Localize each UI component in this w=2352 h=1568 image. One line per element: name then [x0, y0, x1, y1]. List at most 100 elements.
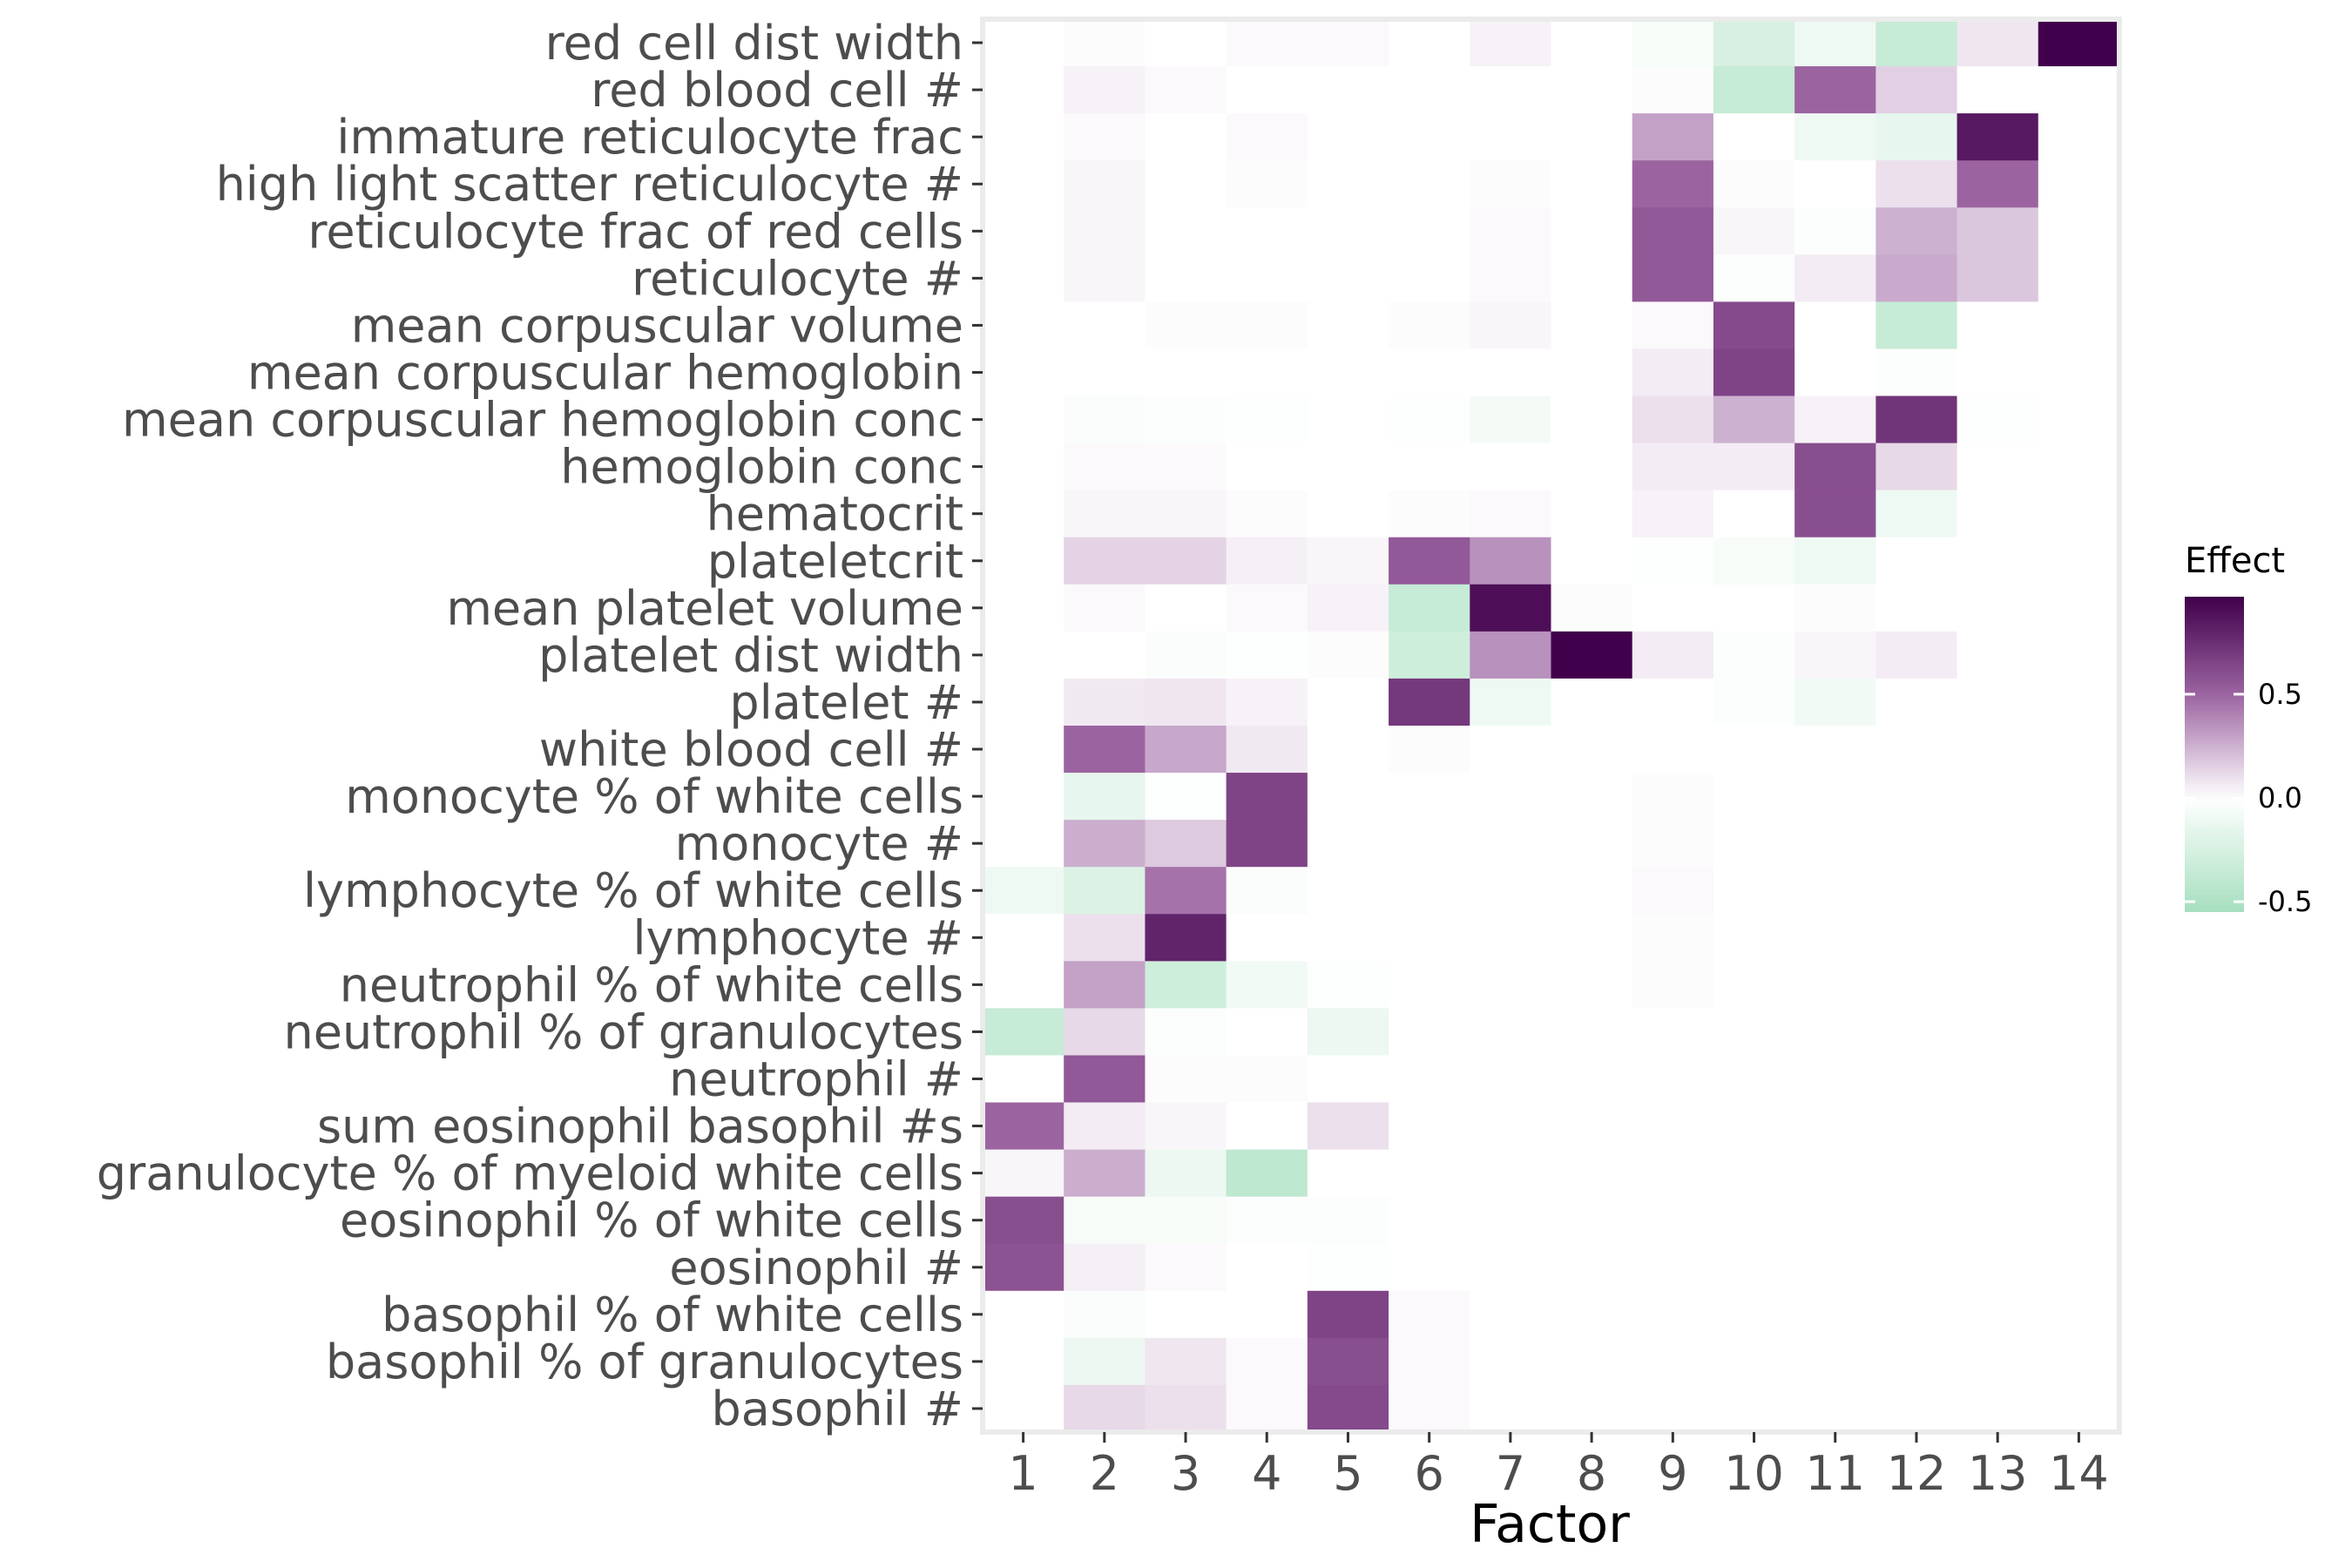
heatmap-cell	[1307, 1337, 1389, 1386]
heatmap-cell	[1064, 348, 1146, 397]
heatmap-cell	[1876, 867, 1958, 915]
heatmap-cell	[1876, 726, 1958, 774]
heatmap-cell	[1064, 254, 1146, 302]
heatmap-cell	[1957, 1102, 2039, 1151]
heatmap-cell	[1226, 773, 1308, 821]
heatmap-cell	[983, 490, 1064, 538]
heatmap-cell	[1713, 443, 1795, 491]
heatmap-cell	[1145, 1102, 1227, 1151]
heatmap-cell	[1470, 207, 1552, 255]
heatmap-cell	[2038, 113, 2120, 161]
heatmap-cell	[1145, 820, 1227, 868]
heatmap-cell	[1794, 1102, 1876, 1151]
heatmap-cell	[1389, 395, 1470, 444]
heatmap-cell	[1064, 443, 1146, 491]
heatmap-cell	[1470, 1243, 1552, 1292]
heatmap-cell	[1632, 1149, 1714, 1198]
heatmap-cell	[1713, 584, 1795, 632]
y-tick-label: neutrophil #	[669, 1052, 963, 1107]
heatmap-cell	[1876, 254, 1958, 302]
heatmap-cell	[1876, 1055, 1958, 1104]
heatmap-cell	[1389, 867, 1470, 915]
heatmap-cell	[1307, 207, 1389, 255]
heatmap-cell	[1470, 1290, 1552, 1339]
x-tick-label: 6	[1414, 1446, 1443, 1501]
heatmap-cell	[1307, 914, 1389, 962]
y-tick-label: hematocrit	[706, 487, 963, 542]
heatmap-cell	[1064, 631, 1146, 679]
heatmap-cell	[1957, 301, 2039, 350]
heatmap-cell	[1226, 395, 1308, 444]
heatmap-cell	[1307, 537, 1389, 585]
heatmap-cell	[1145, 726, 1227, 774]
heatmap-cell	[1307, 348, 1389, 397]
heatmap-cell	[1713, 678, 1795, 727]
heatmap-cell	[1551, 773, 1633, 821]
heatmap-cell	[1794, 1384, 1876, 1433]
heatmap-cell	[1713, 820, 1795, 868]
heatmap-cell	[1064, 207, 1146, 255]
heatmap-cell	[1876, 584, 1958, 632]
heatmap-cell	[2038, 66, 2120, 114]
legend-ticks: 0.5 0.0 -0.5	[2185, 678, 2312, 918]
heatmap-cell	[1876, 207, 1958, 255]
heatmap-cell	[983, 537, 1064, 585]
heatmap-cell	[1145, 1243, 1227, 1292]
heatmap-cell	[1389, 1290, 1470, 1339]
heatmap-cell	[1226, 867, 1308, 915]
heatmap-cell	[1957, 631, 2039, 679]
heatmap-cell	[2038, 348, 2120, 397]
heatmap-cell	[1551, 1196, 1633, 1245]
heatmap-cell	[1226, 1149, 1308, 1198]
heatmap-cell	[1632, 584, 1714, 632]
heatmap-cell	[1064, 301, 1146, 350]
heatmap-cell	[1307, 395, 1389, 444]
heatmap-cell	[983, 348, 1064, 397]
heatmap-cell	[1470, 395, 1552, 444]
heatmap-cell	[2038, 584, 2120, 632]
heatmap-cell	[1307, 19, 1389, 67]
legend: Effect 0.5 0.0 -0.5	[2185, 541, 2312, 918]
heatmap-cell	[1876, 537, 1958, 585]
heatmap-cell	[1145, 348, 1227, 397]
heatmap-cell	[1470, 584, 1552, 632]
heatmap-cell	[1794, 726, 1876, 774]
heatmap-cell	[1226, 726, 1308, 774]
heatmap-cell	[1226, 1337, 1308, 1386]
heatmap-cell	[1957, 66, 2039, 114]
heatmap-cell	[1713, 1008, 1795, 1057]
heatmap-cell	[1794, 395, 1876, 444]
heatmap-cell	[1307, 66, 1389, 114]
heatmap-cell	[1064, 1008, 1146, 1057]
y-tick-label: white blood cell #	[539, 722, 963, 777]
heatmap-cell	[1713, 537, 1795, 585]
heatmap-cell	[1632, 678, 1714, 727]
heatmap-cell	[1470, 914, 1552, 962]
y-tick-label: mean corpuscular volume	[351, 298, 963, 353]
y-tick-label: lymphocyte % of white cells	[303, 863, 963, 918]
heatmap-cell	[1957, 207, 2039, 255]
heatmap-cell	[1307, 301, 1389, 350]
heatmap-cell	[1145, 773, 1227, 821]
heatmap-cell	[1470, 1149, 1552, 1198]
heatmap-cell	[1470, 66, 1552, 114]
heatmap-cell	[1876, 1384, 1958, 1433]
y-tick-label: lymphocyte #	[632, 910, 963, 965]
heatmap-cell	[1957, 1196, 2039, 1245]
heatmap-cell	[1957, 1008, 2039, 1057]
heatmap-cell	[1470, 1102, 1552, 1151]
heatmap-cell	[1064, 1337, 1146, 1386]
heatmap-cell	[1632, 348, 1714, 397]
heatmap-cell	[2038, 1149, 2120, 1198]
heatmap-cell	[1307, 1008, 1389, 1057]
heatmap-cell	[1957, 584, 2039, 632]
heatmap-cell	[1876, 348, 1958, 397]
heatmap-cell	[1307, 631, 1389, 679]
y-tick-label: mean corpuscular hemoglobin	[247, 346, 963, 401]
heatmap-cell	[1389, 773, 1470, 821]
heatmap-cell	[1064, 160, 1146, 208]
heatmap-cell	[1226, 66, 1308, 114]
heatmap-cell	[1470, 1008, 1552, 1057]
x-tick-label: 1	[1008, 1446, 1037, 1501]
heatmap-cell	[1957, 1384, 2039, 1433]
